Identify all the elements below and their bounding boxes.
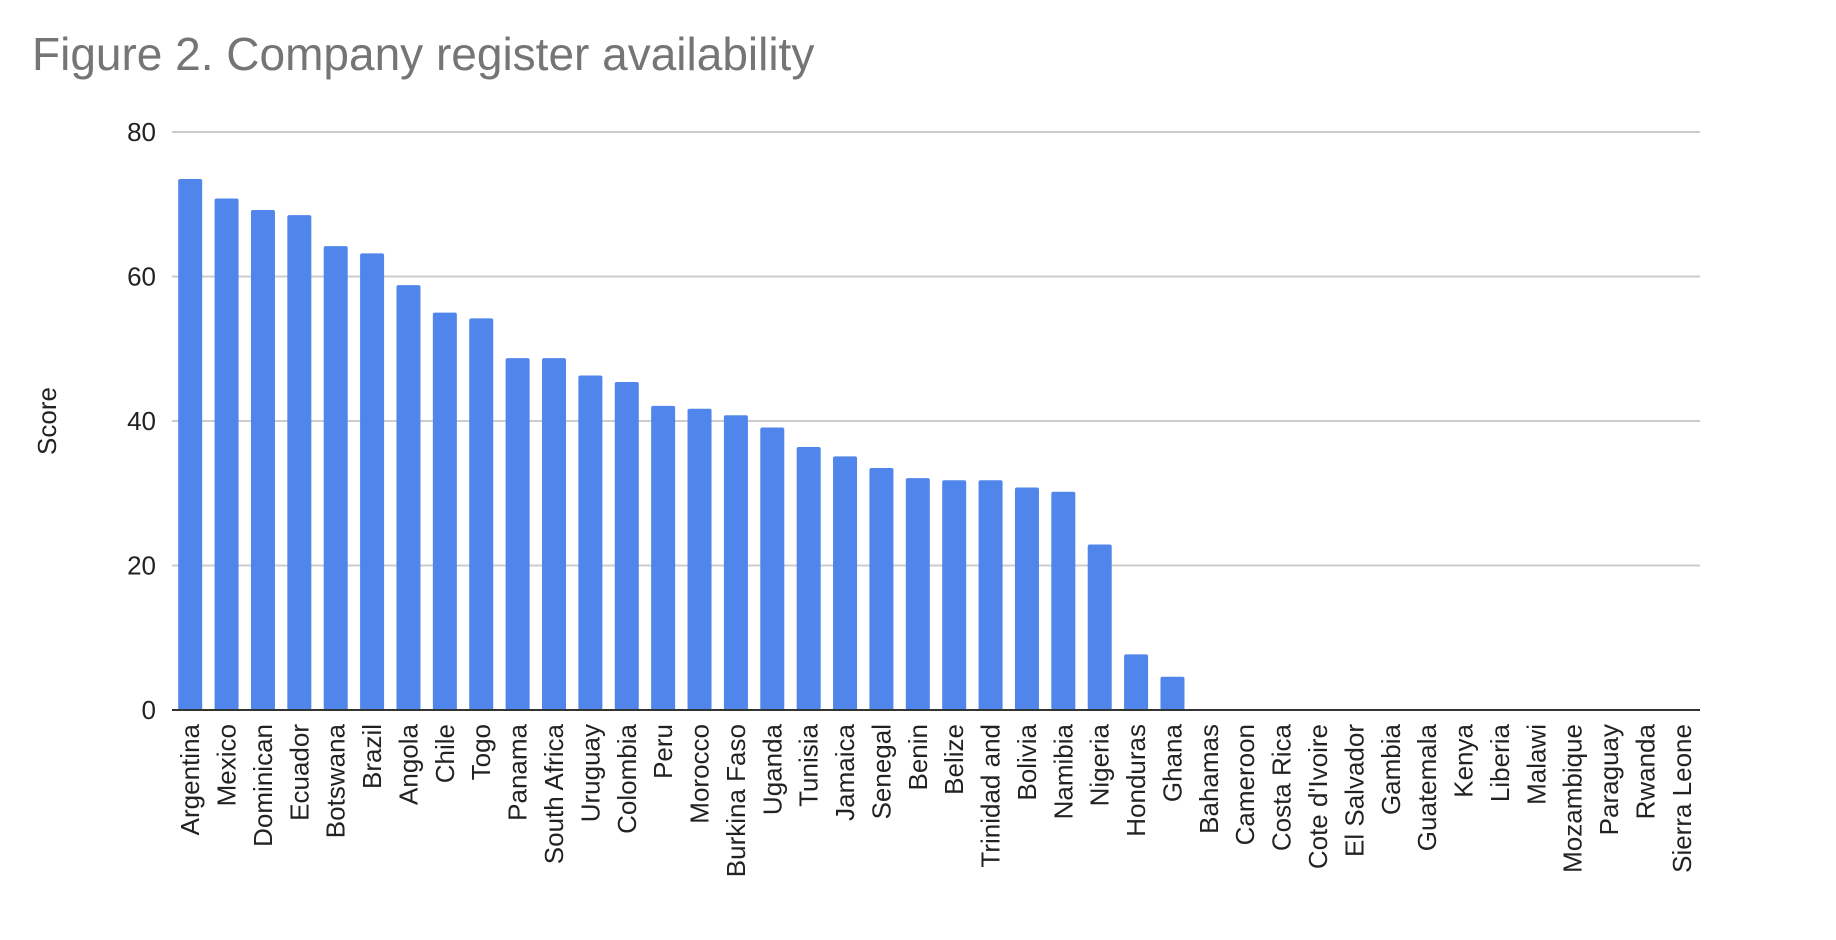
bar bbox=[323, 246, 348, 710]
x-category-label: Mexico bbox=[212, 724, 242, 806]
x-category-label: Senegal bbox=[866, 724, 896, 819]
bar bbox=[505, 358, 530, 710]
x-category-label: Chile bbox=[430, 724, 460, 783]
x-category-label: Benin bbox=[903, 724, 933, 791]
x-axis-category-labels: Argentina Mexico Dominican Ecuador Botswana B… bbox=[175, 723, 1697, 877]
bar bbox=[396, 285, 421, 710]
chart-title: Figure 2. Company register availability bbox=[32, 28, 814, 80]
x-category-label: Ghana bbox=[1157, 723, 1187, 802]
x-category-label: Morocco bbox=[685, 724, 715, 824]
x-category-label: Costa Rica bbox=[1267, 723, 1297, 851]
x-category-label: Botswana bbox=[321, 723, 351, 838]
x-category-label: Liberia bbox=[1485, 723, 1515, 802]
x-category-label: Sierra Leone bbox=[1667, 724, 1697, 873]
x-category-label: Guatemala bbox=[1412, 723, 1442, 851]
x-category-label: Honduras bbox=[1121, 724, 1151, 837]
bar bbox=[250, 210, 275, 710]
x-category-label: Paraguay bbox=[1594, 724, 1624, 835]
bar bbox=[723, 415, 748, 710]
x-category-label: Peru bbox=[648, 724, 678, 779]
y-axis-tick-labels: 0 20 40 60 80 bbox=[127, 117, 156, 725]
x-category-label: Nigeria bbox=[1085, 723, 1115, 806]
bar bbox=[942, 480, 967, 710]
x-category-label: South Africa bbox=[539, 723, 569, 864]
x-category-label: Cameroon bbox=[1230, 724, 1260, 845]
bar bbox=[651, 405, 676, 710]
bar bbox=[760, 427, 785, 710]
bar bbox=[432, 312, 457, 710]
y-tick-label: 0 bbox=[142, 695, 156, 725]
bars bbox=[178, 178, 1185, 710]
bar bbox=[614, 381, 639, 710]
x-category-label: Belize bbox=[939, 724, 969, 795]
y-tick-label: 60 bbox=[127, 262, 156, 292]
x-category-label: Argentina bbox=[175, 723, 205, 835]
bar bbox=[905, 478, 930, 710]
x-category-label: Colombia bbox=[612, 723, 642, 833]
bar bbox=[1087, 544, 1112, 710]
x-category-label: Kenya bbox=[1449, 723, 1479, 797]
y-tick-label: 20 bbox=[127, 551, 156, 581]
bar bbox=[978, 480, 1003, 710]
x-category-label: Uruguay bbox=[575, 724, 605, 822]
x-category-label: Jamaica bbox=[830, 723, 860, 820]
x-category-label: Namibia bbox=[1048, 723, 1078, 819]
x-category-label: Bolivia bbox=[1012, 723, 1042, 800]
x-category-label: Panama bbox=[503, 723, 533, 820]
bar bbox=[1051, 491, 1076, 710]
y-axis-title: Score bbox=[32, 387, 62, 455]
x-category-label: Ecuador bbox=[284, 724, 314, 821]
x-category-label: El Salvador bbox=[1339, 724, 1369, 857]
x-category-label: Mozambique bbox=[1558, 724, 1588, 873]
bar bbox=[1124, 654, 1149, 710]
bar bbox=[578, 375, 603, 710]
x-category-label: Uganda bbox=[757, 723, 787, 815]
x-category-label: Angola bbox=[393, 723, 423, 804]
x-category-label: Burkina Faso bbox=[721, 724, 751, 877]
x-category-label: Cote d'Ivoire bbox=[1303, 724, 1333, 869]
x-category-label: Gambia bbox=[1376, 723, 1406, 815]
y-tick-label: 80 bbox=[127, 117, 156, 147]
x-category-label: Bahamas bbox=[1194, 724, 1224, 834]
x-category-label: Malawi bbox=[1521, 724, 1551, 805]
bar bbox=[469, 318, 494, 710]
bar bbox=[214, 198, 239, 710]
bar bbox=[833, 456, 858, 710]
y-tick-label: 40 bbox=[127, 406, 156, 436]
x-category-label: Togo bbox=[466, 724, 496, 780]
x-category-label: Dominican bbox=[248, 724, 278, 847]
bar bbox=[1014, 487, 1039, 710]
bar bbox=[541, 358, 567, 710]
x-category-label: Brazil bbox=[357, 724, 387, 789]
x-category-label: Tunisia bbox=[794, 723, 824, 806]
bar bbox=[687, 408, 712, 710]
bar bbox=[869, 467, 894, 710]
x-category-label: Rwanda bbox=[1630, 723, 1660, 819]
bar bbox=[287, 215, 312, 710]
x-category-label: Trinidad and bbox=[976, 724, 1006, 868]
bar bbox=[1160, 676, 1185, 710]
bar bbox=[178, 178, 203, 710]
bar bbox=[360, 253, 385, 710]
gridlines bbox=[172, 131, 1700, 567]
bar bbox=[796, 447, 821, 710]
